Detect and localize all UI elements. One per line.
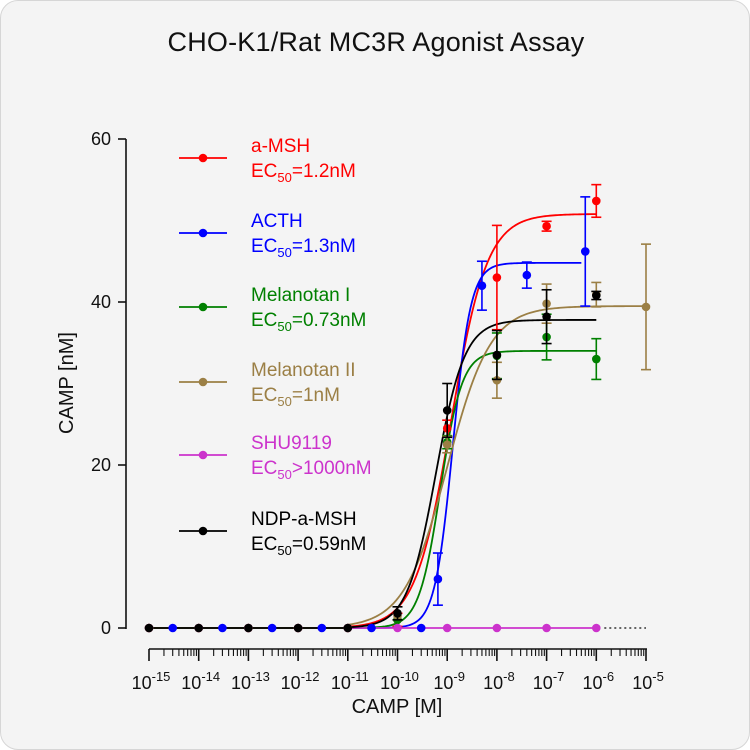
data-point (343, 623, 353, 633)
chart-title: CHO-K1/Rat MC3R Agonist Assay (167, 27, 585, 57)
data-point (492, 623, 502, 633)
legend-marker (198, 377, 208, 387)
legend-series-name: SHU9119 (251, 433, 332, 454)
y-tick-label: 40 (91, 292, 111, 312)
data-point (542, 623, 551, 633)
legend-marker (198, 450, 208, 460)
x-tick-label: 10-9 (433, 669, 465, 693)
data-point (244, 623, 253, 633)
data-point (592, 291, 601, 300)
x-tick-label: 10-13 (231, 669, 270, 693)
data-point (580, 247, 590, 256)
data-point (267, 623, 277, 633)
y-tick-label: 20 (91, 455, 111, 475)
data-point (522, 270, 532, 280)
data-point (194, 623, 203, 633)
legend-marker (198, 228, 208, 238)
legend-ec50: EC50=1nM (251, 385, 340, 409)
legend-series-name: a-MSH (251, 136, 310, 157)
data-point (492, 375, 502, 385)
y-tick-label: 60 (91, 129, 111, 149)
data-point (641, 302, 651, 312)
legend-ec50: EC50>1000nM (251, 458, 372, 482)
legend-ec50: EC50=0.73nM (251, 310, 366, 334)
x-tick-label: 10-6 (583, 669, 615, 693)
data-point (218, 623, 227, 633)
fit-curve (347, 213, 597, 628)
legend-series-name: NDP-a-MSH (251, 509, 357, 530)
fit-curve (347, 350, 597, 629)
data-point (542, 312, 551, 321)
data-point (492, 350, 502, 360)
data-point (442, 440, 452, 449)
data-point (393, 609, 402, 618)
legend-ec50: EC50=1.3nM (251, 236, 356, 260)
x-tick-label: 10-10 (380, 669, 419, 693)
data-point (168, 623, 178, 633)
data-point (442, 623, 452, 633)
x-tick-label: 10-15 (132, 669, 171, 693)
data-point (144, 623, 154, 633)
legend-marker (198, 302, 208, 312)
fit-curve (347, 319, 597, 629)
legend-series-name: Melanotan II (251, 360, 356, 381)
legend-marker (198, 526, 208, 536)
legend-series-name: Melanotan I (251, 285, 350, 306)
data-point (293, 623, 303, 633)
data-point (416, 623, 426, 633)
y-tick-label: 0 (101, 618, 111, 638)
x-axis-title: CAMP [M] (352, 696, 443, 718)
x-tick-label: 10-14 (181, 669, 220, 693)
x-tick-label: 10-8 (483, 669, 515, 693)
legend-ec50: EC50=0.59nM (251, 534, 366, 558)
data-point (492, 273, 502, 282)
data-point (433, 574, 443, 584)
data-point (367, 623, 376, 633)
data-point (592, 623, 601, 633)
data-point (592, 354, 601, 364)
legend-ec50: EC50=1.2nM (251, 161, 356, 185)
x-tick-label: 10-12 (281, 669, 320, 693)
legend-series-name: ACTH (251, 211, 303, 232)
y-axis-title: CAMP [nM] (56, 332, 78, 434)
data-point (442, 406, 452, 415)
x-tick-label: 10-7 (533, 669, 565, 693)
data-point (393, 623, 402, 633)
data-point (542, 221, 551, 231)
legend-marker (198, 153, 208, 163)
x-tick-label: 10-5 (632, 669, 664, 693)
data-point (592, 196, 601, 206)
x-tick-label: 10-11 (331, 669, 369, 693)
data-point (477, 281, 487, 291)
data-point (317, 623, 327, 633)
